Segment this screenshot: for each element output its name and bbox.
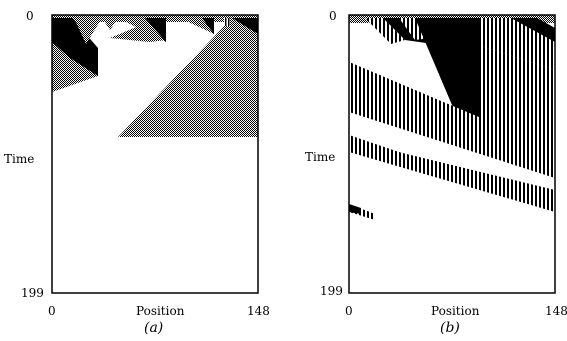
panel-caption: (b) [440,320,460,336]
panel-a: Time 0 199 0 148 Position (a) [0,0,283,341]
spacetime-pattern-b [349,15,555,220]
plot-frame-a [51,14,259,294]
y-axis-label: Time [4,152,35,166]
y-tick-bottom: 199 [320,284,343,298]
y-tick-top: 0 [26,9,34,23]
x-tick-left: 0 [48,304,56,318]
panel-a-figure [51,14,259,294]
x-tick-left: 0 [345,304,353,318]
x-axis-label: Position [136,304,185,318]
x-tick-right: 148 [545,304,567,318]
panel-caption: (a) [144,320,164,336]
x-tick-right: 148 [247,304,270,318]
y-tick-top: 0 [329,9,337,23]
x-axis-label: Position [431,304,480,318]
y-axis-label: Time [305,150,336,164]
plot-frame-b [348,14,556,294]
y-tick-bottom: 199 [21,286,44,300]
spacetime-pattern-a [52,15,258,137]
panel-b: Time 0 199 0 148 Position (b) [295,0,567,341]
panel-b-figure [348,14,556,294]
